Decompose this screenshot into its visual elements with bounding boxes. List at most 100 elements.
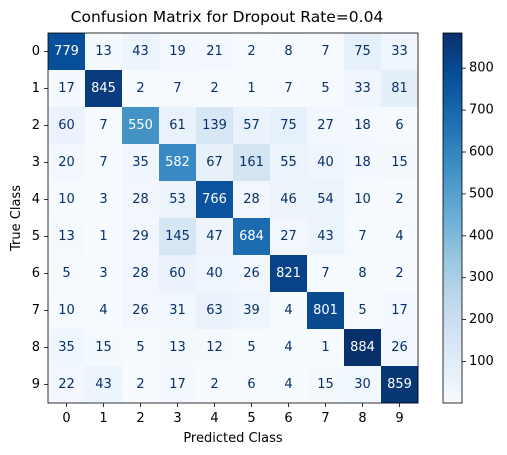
colorbar-tick-label: 100 — [469, 354, 494, 369]
cell-value-label: 53 — [169, 192, 186, 207]
heatmap-cell — [381, 255, 419, 293]
y-tick-label: 5 — [32, 229, 40, 244]
cell-value-label: 845 — [91, 81, 116, 96]
heatmap-cell — [307, 144, 345, 182]
colorbar — [442, 32, 463, 404]
heatmap-cell — [233, 292, 271, 330]
cell-value-label: 145 — [165, 229, 190, 244]
cell-value-label: 5 — [321, 81, 329, 96]
cell-value-label: 2 — [136, 81, 144, 96]
cell-value-label: 4 — [284, 377, 292, 392]
heatmap-cell — [159, 255, 197, 293]
heatmap-cell — [270, 181, 308, 219]
heatmap-cell — [270, 292, 308, 330]
y-tick-label: 2 — [32, 118, 40, 133]
y-tick-label: 8 — [32, 340, 40, 355]
cell-value-label: 766 — [202, 192, 227, 207]
cell-value-label: 17 — [391, 303, 408, 318]
heatmap-cell — [233, 70, 271, 108]
cell-value-label: 40 — [206, 266, 223, 281]
cell-value-label: 47 — [206, 229, 223, 244]
cell-value-label: 859 — [387, 377, 412, 392]
x-tick-label: 4 — [210, 411, 218, 426]
heatmap-cell — [233, 329, 271, 367]
heatmap-cell — [381, 144, 419, 182]
cell-value-label: 550 — [128, 118, 153, 133]
cell-value-label: 7 — [99, 155, 107, 170]
heatmap-cell — [196, 255, 234, 293]
cell-value-label: 4 — [284, 340, 292, 355]
heatmap-cell — [159, 107, 197, 145]
cell-value-label: 39 — [243, 303, 260, 318]
heatmap-cell — [48, 70, 86, 108]
cell-value-label: 15 — [95, 340, 112, 355]
heatmap-cell — [48, 144, 86, 182]
cell-value-label: 7 — [321, 266, 329, 281]
heatmap-cell — [233, 255, 271, 293]
cell-value-label: 10 — [354, 192, 371, 207]
cell-value-label: 13 — [169, 340, 186, 355]
x-tick-label: 7 — [321, 411, 329, 426]
heatmap-cell — [381, 33, 419, 71]
heatmap-cell — [344, 218, 382, 256]
heatmap-cell — [270, 144, 308, 182]
heatmap-cell — [381, 70, 419, 108]
heatmap-cell — [122, 366, 160, 404]
colorbar-ticks: 100 200 300 400 500 600 700 800 — [462, 61, 494, 369]
heatmap-cell — [196, 329, 234, 367]
heatmap-cell — [381, 329, 419, 367]
heatmap-cell — [307, 218, 345, 256]
cell-value-label: 161 — [239, 155, 264, 170]
cell-value-label: 7 — [358, 229, 366, 244]
chart-title: Confusion Matrix for Dropout Rate=0.04 — [71, 8, 384, 26]
cell-value-label: 40 — [317, 155, 334, 170]
y-tick-label: 7 — [32, 303, 40, 318]
cell-value-label: 801 — [313, 303, 338, 318]
cell-value-label: 2 — [247, 44, 255, 59]
cell-value-label: 6 — [395, 118, 403, 133]
cell-value-label: 4 — [395, 229, 403, 244]
cell-value-label: 1 — [99, 229, 107, 244]
y-tick-label: 3 — [32, 155, 40, 170]
y-axis-label: True Class — [9, 185, 24, 252]
cell-value-label: 30 — [354, 377, 371, 392]
cell-value-label: 75 — [354, 44, 371, 59]
heatmap-cell — [159, 366, 197, 404]
heatmap-cell — [307, 329, 345, 367]
cell-value-label: 10 — [58, 192, 75, 207]
heatmap-cell — [344, 181, 382, 219]
cell-value-label: 28 — [132, 192, 149, 207]
heatmap-cell — [270, 329, 308, 367]
x-tick-label: 5 — [247, 411, 255, 426]
cell-value-label: 22 — [58, 377, 75, 392]
cell-value-label: 67 — [206, 155, 223, 170]
heatmap-cell — [270, 218, 308, 256]
cell-value-label: 54 — [317, 192, 334, 207]
heatmap-cell — [48, 255, 86, 293]
cell-value-label: 1 — [321, 340, 329, 355]
heatmap-cell — [381, 218, 419, 256]
heatmap-cell — [48, 107, 86, 145]
cell-value-label: 75 — [280, 118, 297, 133]
heatmap-cell — [48, 292, 86, 330]
heatmap-cell — [85, 292, 123, 330]
x-tick-label: 0 — [62, 411, 70, 426]
cell-value-label: 43 — [95, 377, 112, 392]
cell-value-label: 15 — [391, 155, 408, 170]
cell-value-label: 3 — [99, 192, 107, 207]
y-tick-label: 0 — [32, 44, 40, 59]
heatmap-cell — [48, 33, 86, 71]
heatmap-cell — [85, 366, 123, 404]
cell-value-label: 1 — [247, 81, 255, 96]
heatmap-cell — [307, 292, 345, 330]
cell-value-label: 7 — [173, 81, 181, 96]
heatmap-cell — [85, 181, 123, 219]
cell-value-label: 6 — [247, 377, 255, 392]
heatmap-cell — [344, 107, 382, 145]
heatmap-cell — [159, 218, 197, 256]
cell-value-label: 12 — [206, 340, 223, 355]
x-tick-label: 6 — [284, 411, 292, 426]
heatmap-cell — [381, 366, 419, 404]
heatmap-cell — [233, 366, 271, 404]
cell-value-label: 17 — [58, 81, 75, 96]
